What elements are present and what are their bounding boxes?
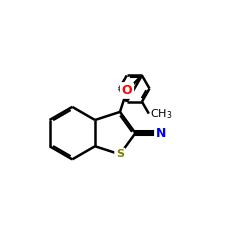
Text: S: S bbox=[116, 149, 124, 159]
Text: N: N bbox=[156, 126, 166, 140]
Text: CH$_3$: CH$_3$ bbox=[150, 107, 172, 120]
Text: O: O bbox=[122, 84, 132, 97]
